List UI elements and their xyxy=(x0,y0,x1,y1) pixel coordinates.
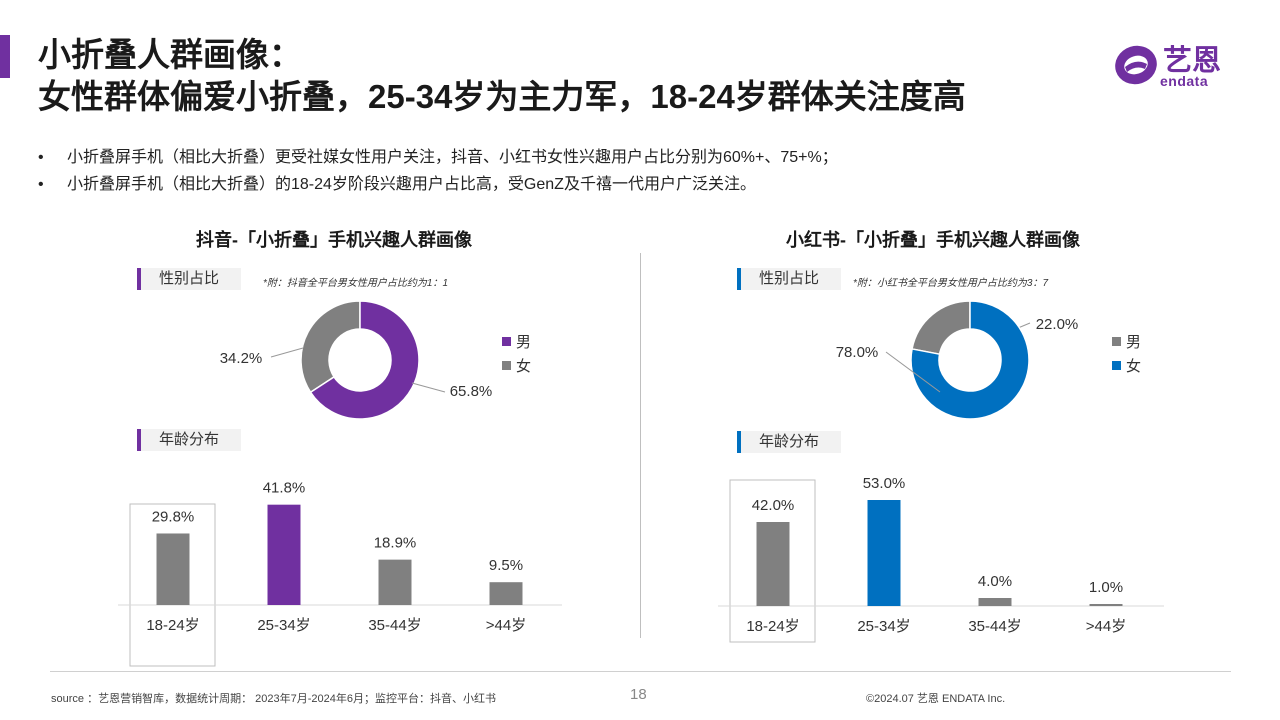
bar xyxy=(489,582,523,605)
bar-value-label: 1.0% xyxy=(1089,579,1123,596)
bar-value-label: 4.0% xyxy=(978,573,1012,590)
legend-swatch xyxy=(502,361,511,370)
xiaohongshu-gender-note: *附：小红书全平台男女性用户占比约为3：7 xyxy=(853,278,1049,289)
bar xyxy=(756,522,790,606)
xiaohongshu-gender-section-label: 性别占比 xyxy=(737,268,841,290)
legend-swatch xyxy=(1112,337,1121,346)
bar-category-label: 18-24岁 xyxy=(746,618,799,635)
highlight-box xyxy=(729,479,816,643)
section-accent-bar xyxy=(137,268,141,290)
bar-category-label: >44岁 xyxy=(1086,618,1126,635)
bar-category-label: 18-24岁 xyxy=(146,617,199,634)
bar-value-label: 29.8% xyxy=(152,508,195,525)
bar xyxy=(867,500,901,606)
legend-label: 女 xyxy=(1126,357,1141,375)
legend-label: 男 xyxy=(1126,334,1141,351)
donut-leader-line xyxy=(885,351,941,393)
douyin-gender-section-label: 性别占比 xyxy=(137,268,241,290)
endata-logo-icon xyxy=(1115,45,1157,85)
donut-slice-female xyxy=(309,300,420,420)
xiaohongshu-panel-title: 小红书-「小折叠」手机兴趣人群画像 xyxy=(786,230,1080,250)
bar-value-label: 41.8% xyxy=(263,480,306,497)
footer-source: source ：艺恩营销智库，数据统计周期： 2023年7月-2024年6月；监… xyxy=(51,693,496,705)
section-accent-bar xyxy=(137,429,141,451)
bullet-item: • 小折叠屏手机（相比大折叠）更受社媒女性用户关注，抖音、小红书女性兴趣用户占比分… xyxy=(38,149,838,166)
bar xyxy=(978,598,1012,606)
douyin-panel-title: 抖音-「小折叠」手机兴趣人群画像 xyxy=(196,230,472,250)
donut-slice-female xyxy=(910,300,1030,420)
bar-value-label: 42.0% xyxy=(752,497,795,514)
donut-slice-male xyxy=(911,300,971,356)
bar xyxy=(378,559,412,605)
panel-divider xyxy=(640,253,641,638)
donut-value-label: 34.2% xyxy=(220,350,263,367)
bar xyxy=(156,533,190,605)
donut-slice-male xyxy=(300,300,361,394)
donut-leader-line xyxy=(411,382,446,393)
donut-value-label: 78.0% xyxy=(836,344,879,361)
legend-label: 男 xyxy=(516,334,531,351)
section-label-text: 年龄分布 xyxy=(759,433,820,450)
bullet-item: • 小折叠屏手机（相比大折叠）的18-24岁阶段兴趣用户占比高，受GenZ及千禧一… xyxy=(38,176,756,193)
section-label-text: 性别占比 xyxy=(759,270,820,287)
douyin-age-section-label: 年龄分布 xyxy=(137,429,241,451)
donut-value-label: 22.0% xyxy=(1036,316,1079,333)
page-title-line2: 女性群体偏爱小折叠，25-34岁为主力军，18-24岁群体关注度高 xyxy=(38,78,966,115)
bar xyxy=(1089,604,1123,606)
section-label-text: 性别占比 xyxy=(159,270,220,287)
bar xyxy=(267,504,301,605)
logo-text-cn: 艺恩 xyxy=(1163,45,1222,77)
bar-value-label: 53.0% xyxy=(863,475,906,492)
page-title-line1: 小折叠人群画像： xyxy=(38,36,302,73)
bar-category-label: 25-34岁 xyxy=(857,618,910,635)
bar-category-label: 35-44岁 xyxy=(368,617,421,634)
legend-swatch xyxy=(502,337,511,346)
bullet-text: 小折叠屏手机（相比大折叠）更受社媒女性用户关注，抖音、小红书女性兴趣用户占比分别… xyxy=(67,149,838,166)
legend-label: 女 xyxy=(516,357,531,375)
donut-leader-line xyxy=(270,347,304,358)
douyin-gender-note: *附：抖音全平台男女性用户占比约为1：1 xyxy=(263,278,449,289)
bar-category-label: 25-34岁 xyxy=(257,617,310,634)
donut-value-label: 65.8% xyxy=(450,383,493,400)
page-number: 18 xyxy=(630,686,647,703)
page-title: 小折叠人群画像： 女性群体偏爱小折叠，25-34岁为主力军，18-24岁群体关注… xyxy=(38,34,966,118)
bar-category-label: >44岁 xyxy=(486,617,526,634)
section-accent-bar xyxy=(737,431,741,453)
legend-swatch xyxy=(1112,361,1121,370)
bar-value-label: 9.5% xyxy=(489,557,523,574)
section-label-text: 年龄分布 xyxy=(159,431,220,448)
title-accent-bar xyxy=(0,35,10,78)
footer-copyright: ©2024.07 艺恩 ENDATA Inc. xyxy=(866,693,1006,705)
bullet-text: 小折叠屏手机（相比大折叠）的18-24岁阶段兴趣用户占比高，受GenZ及千禧一代… xyxy=(67,176,756,193)
section-accent-bar xyxy=(737,268,741,290)
logo-text-en: endata xyxy=(1160,73,1209,89)
bar-category-label: 35-44岁 xyxy=(968,618,1021,635)
summary-bullets: • 小折叠屏手机（相比大折叠）更受社媒女性用户关注，抖音、小红书女性兴趣用户占比分… xyxy=(38,146,838,200)
xiaohongshu-age-section-label: 年龄分布 xyxy=(737,431,841,453)
bar-value-label: 18.9% xyxy=(374,535,417,552)
footer-divider xyxy=(50,671,1231,672)
highlight-box xyxy=(129,503,216,667)
